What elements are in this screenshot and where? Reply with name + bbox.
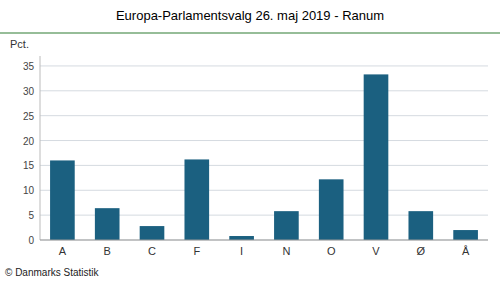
grid-line bbox=[40, 240, 488, 241]
x-tick-label: A bbox=[59, 245, 67, 257]
bar bbox=[408, 211, 433, 240]
bar bbox=[50, 160, 75, 240]
bar bbox=[319, 179, 344, 240]
y-axis: 0 5 10 15 20 25 30 35 bbox=[23, 56, 488, 246]
bar bbox=[364, 74, 389, 240]
bar bbox=[274, 211, 299, 240]
footer: © Danmarks Statistik bbox=[5, 267, 100, 278]
y-axis-label: Pct. bbox=[10, 38, 29, 50]
x-tick-label: O bbox=[327, 245, 336, 257]
x-tick-label: N bbox=[282, 245, 290, 257]
grid-line bbox=[40, 115, 488, 116]
y-tick-label: 30 bbox=[23, 86, 35, 97]
x-axis: ABCFINOVØÅ bbox=[59, 245, 470, 257]
x-tick-label: Å bbox=[462, 245, 470, 257]
x-axis-line bbox=[40, 240, 488, 241]
grid-line bbox=[40, 65, 488, 66]
title: Europa-Parlamentsvalg 26. maj 2019 - Ran… bbox=[116, 8, 384, 23]
x-tick-label: V bbox=[372, 245, 380, 257]
y-tick-label: 5 bbox=[28, 210, 34, 221]
y-tick-label: 25 bbox=[23, 111, 35, 122]
grid-line bbox=[40, 190, 488, 191]
chart-svg: Europa-Parlamentsvalg 26. maj 2019 - Ran… bbox=[0, 0, 500, 282]
bar bbox=[229, 236, 254, 240]
chart-container: Europa-Parlamentsvalg 26. maj 2019 - Ran… bbox=[0, 0, 500, 282]
x-tick-label: C bbox=[148, 245, 156, 257]
y-tick-label: 20 bbox=[23, 136, 35, 147]
grid-line bbox=[40, 165, 488, 166]
x-tick-label: B bbox=[104, 245, 111, 257]
x-tick-label: I bbox=[240, 245, 243, 257]
y-tick-label: 0 bbox=[28, 235, 34, 246]
grid-line bbox=[40, 140, 488, 141]
bar bbox=[95, 208, 120, 240]
bar bbox=[184, 159, 209, 240]
y-axis-line bbox=[40, 56, 41, 240]
x-tick-label: F bbox=[193, 245, 200, 257]
bar bbox=[140, 226, 165, 240]
grid-line bbox=[40, 90, 488, 91]
y-tick-label: 35 bbox=[23, 61, 35, 72]
y-tick-label: 15 bbox=[23, 160, 35, 171]
x-tick-label: Ø bbox=[417, 245, 426, 257]
y-tick-label: 10 bbox=[23, 185, 35, 196]
bars bbox=[50, 74, 478, 240]
header-rule bbox=[0, 32, 500, 33]
bar bbox=[453, 230, 478, 240]
